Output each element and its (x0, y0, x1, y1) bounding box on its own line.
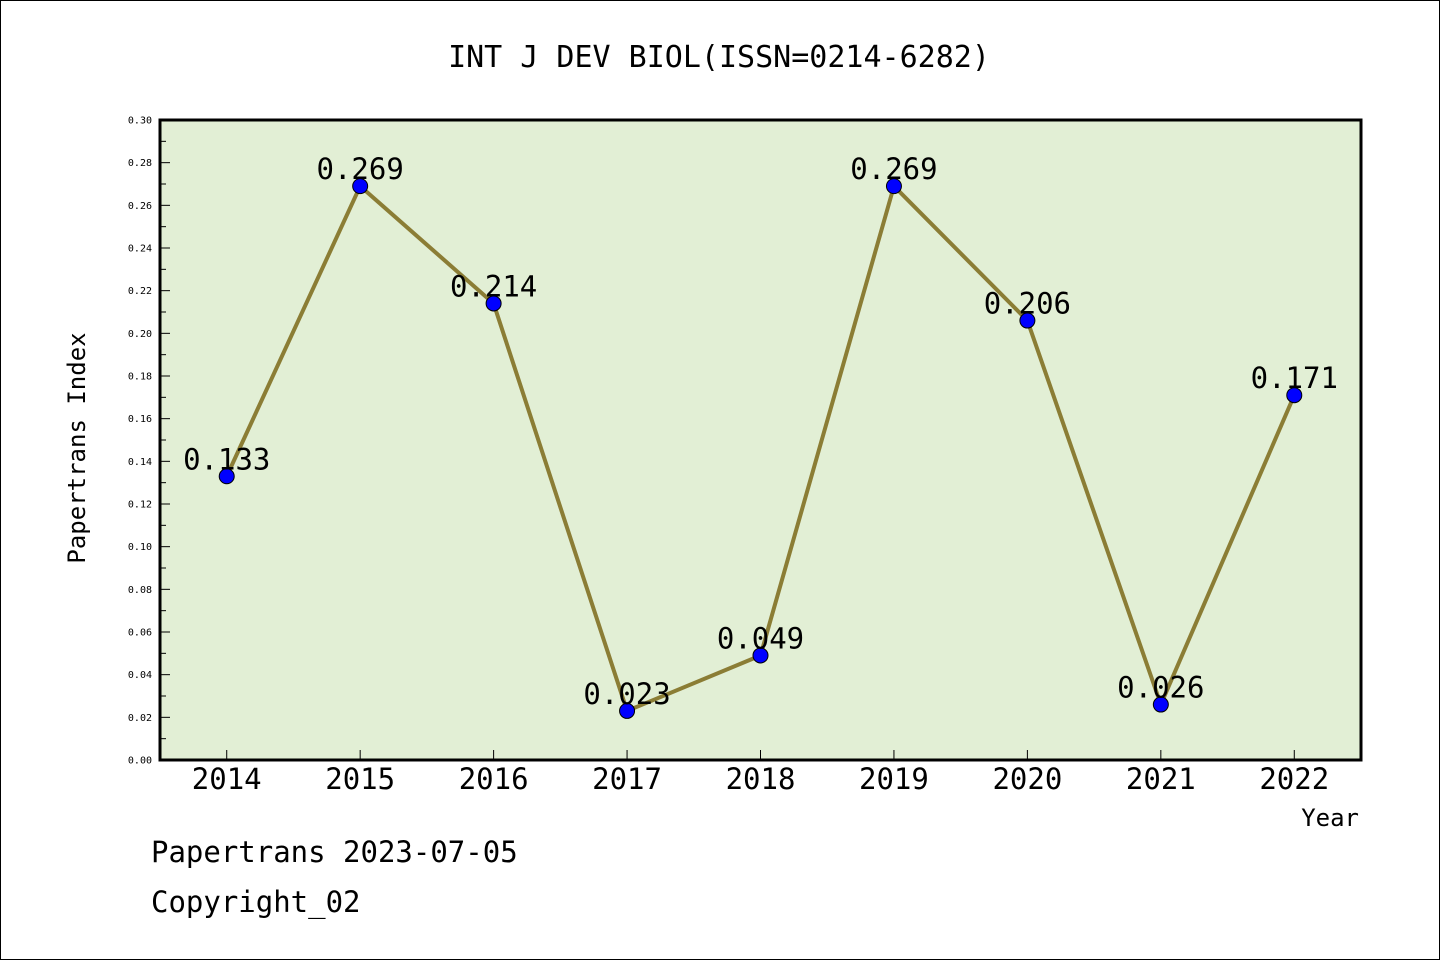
data-point (619, 702, 636, 719)
data-point (485, 295, 502, 312)
x-tick-label: 2016 (459, 762, 529, 796)
data-label: 0.023 (583, 677, 670, 711)
data-label: 0.026 (1117, 671, 1204, 705)
x-tick-label: 2017 (592, 762, 662, 796)
y-tick-label: 0.16 (128, 414, 152, 425)
data-label: 0.171 (1251, 361, 1338, 395)
y-axis-label: Papertrans Index (63, 332, 91, 563)
data-label: 0.269 (850, 152, 937, 186)
y-tick-label: 0.24 (128, 244, 152, 255)
footer-copyright: Copyright_02 (151, 885, 361, 919)
data-label: 0.269 (317, 152, 404, 186)
x-axis: 2014 2015 2016 2017 2018 2019 2020 2021 2022 (192, 750, 1329, 796)
y-tick-label: 0.28 (128, 158, 152, 169)
x-tick-label: 2019 (859, 762, 929, 796)
y-tick-label: 0.22 (128, 286, 152, 297)
data-label: 0.049 (717, 621, 804, 655)
footer-date: Papertrans 2023-07-05 (151, 835, 518, 869)
y-tick-label: 0.14 (128, 457, 152, 468)
data-point (1019, 312, 1036, 329)
data-point (218, 468, 235, 485)
y-tick-label: 0.18 (128, 372, 152, 383)
data-label: 0.133 (183, 442, 270, 476)
y-tick-label: 0.20 (128, 329, 152, 340)
y-tick-label: 0.30 (128, 116, 152, 127)
y-tick-label: 0.12 (128, 500, 152, 511)
data-label: 0.214 (450, 269, 537, 303)
x-tick-label: 2014 (192, 762, 262, 796)
data-point (352, 178, 369, 195)
x-tick-label: 2015 (325, 762, 395, 796)
x-axis-label: Year (1301, 804, 1359, 832)
data-point (885, 178, 902, 195)
x-tick-label: 2022 (1259, 762, 1329, 796)
y-tick-label: 0.02 (128, 713, 152, 724)
y-tick-label: 0.08 (128, 585, 152, 596)
plot-area (158, 118, 1363, 762)
data-point (1286, 387, 1303, 404)
chart-title: INT J DEV BIOL(ISSN=0214-6282) (448, 40, 990, 75)
y-tick-label: 0.06 (128, 628, 152, 639)
y-tick-label: 0.10 (128, 542, 152, 553)
y-tick-label: 0.04 (128, 670, 152, 681)
data-point (752, 647, 769, 664)
x-tick-label: 2018 (726, 762, 796, 796)
y-tick-label: 0.00 (128, 756, 152, 767)
x-tick-label: 2021 (1126, 762, 1196, 796)
series-layer: 0.133 0.269 0.214 0.023 0.049 0.269 0.206 0.026… (183, 152, 1338, 719)
y-axis: 0.00 0.02 0.04 0.06 0.08 0.10 0.12 0.14 0.16 0.18… (128, 116, 170, 767)
data-point (1152, 696, 1169, 713)
x-tick-label: 2020 (992, 762, 1062, 796)
data-label: 0.206 (984, 287, 1071, 321)
y-tick-label: 0.26 (128, 201, 152, 212)
